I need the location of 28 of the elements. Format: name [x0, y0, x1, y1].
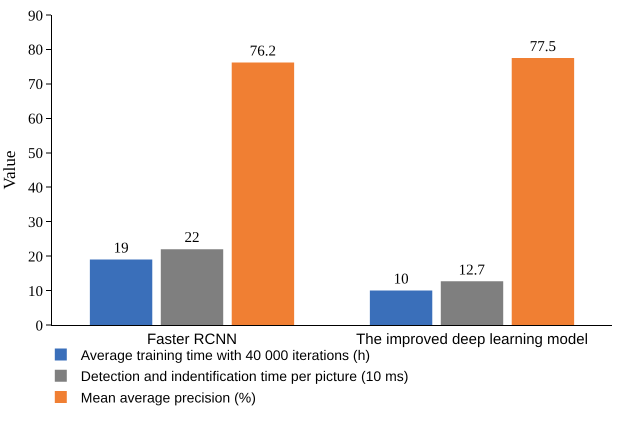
y-tick-label: 50 — [28, 146, 43, 162]
bar — [232, 62, 294, 325]
legend-label: Detection and indentification time per picture (10 ms) — [80, 368, 408, 384]
legend-label: Average training time with 40 000 iterations (h) — [80, 347, 370, 364]
y-tick-label: 10 — [28, 284, 43, 300]
data-label: 76.2 — [250, 44, 276, 60]
bar — [90, 260, 152, 325]
y-tick-label: 40 — [28, 180, 43, 196]
y-tick-label: 20 — [28, 249, 43, 266]
bar — [370, 290, 432, 325]
y-tick-label: 90 — [28, 8, 43, 24]
y-tick-label: 60 — [28, 112, 43, 128]
data-label: 22 — [184, 230, 200, 246]
y-tick-label: 30 — [28, 214, 43, 231]
bar — [512, 58, 574, 325]
y-tick-label: 0 — [36, 318, 43, 334]
legend-label: Mean average precision (%) — [80, 389, 256, 406]
data-label: 19 — [114, 240, 129, 257]
y-axis-title: Value — [0, 150, 19, 190]
data-label: 12.7 — [458, 262, 486, 278]
x-tick-label: The improved deep learning model — [356, 331, 588, 348]
bar — [440, 281, 504, 325]
data-label: 77.5 — [530, 39, 556, 56]
bar — [160, 249, 224, 325]
y-tick-label: 70 — [28, 77, 43, 94]
data-label: 10 — [394, 272, 409, 288]
x-tick-label: Faster RCNN — [146, 331, 238, 348]
y-tick-label: 80 — [28, 42, 43, 59]
